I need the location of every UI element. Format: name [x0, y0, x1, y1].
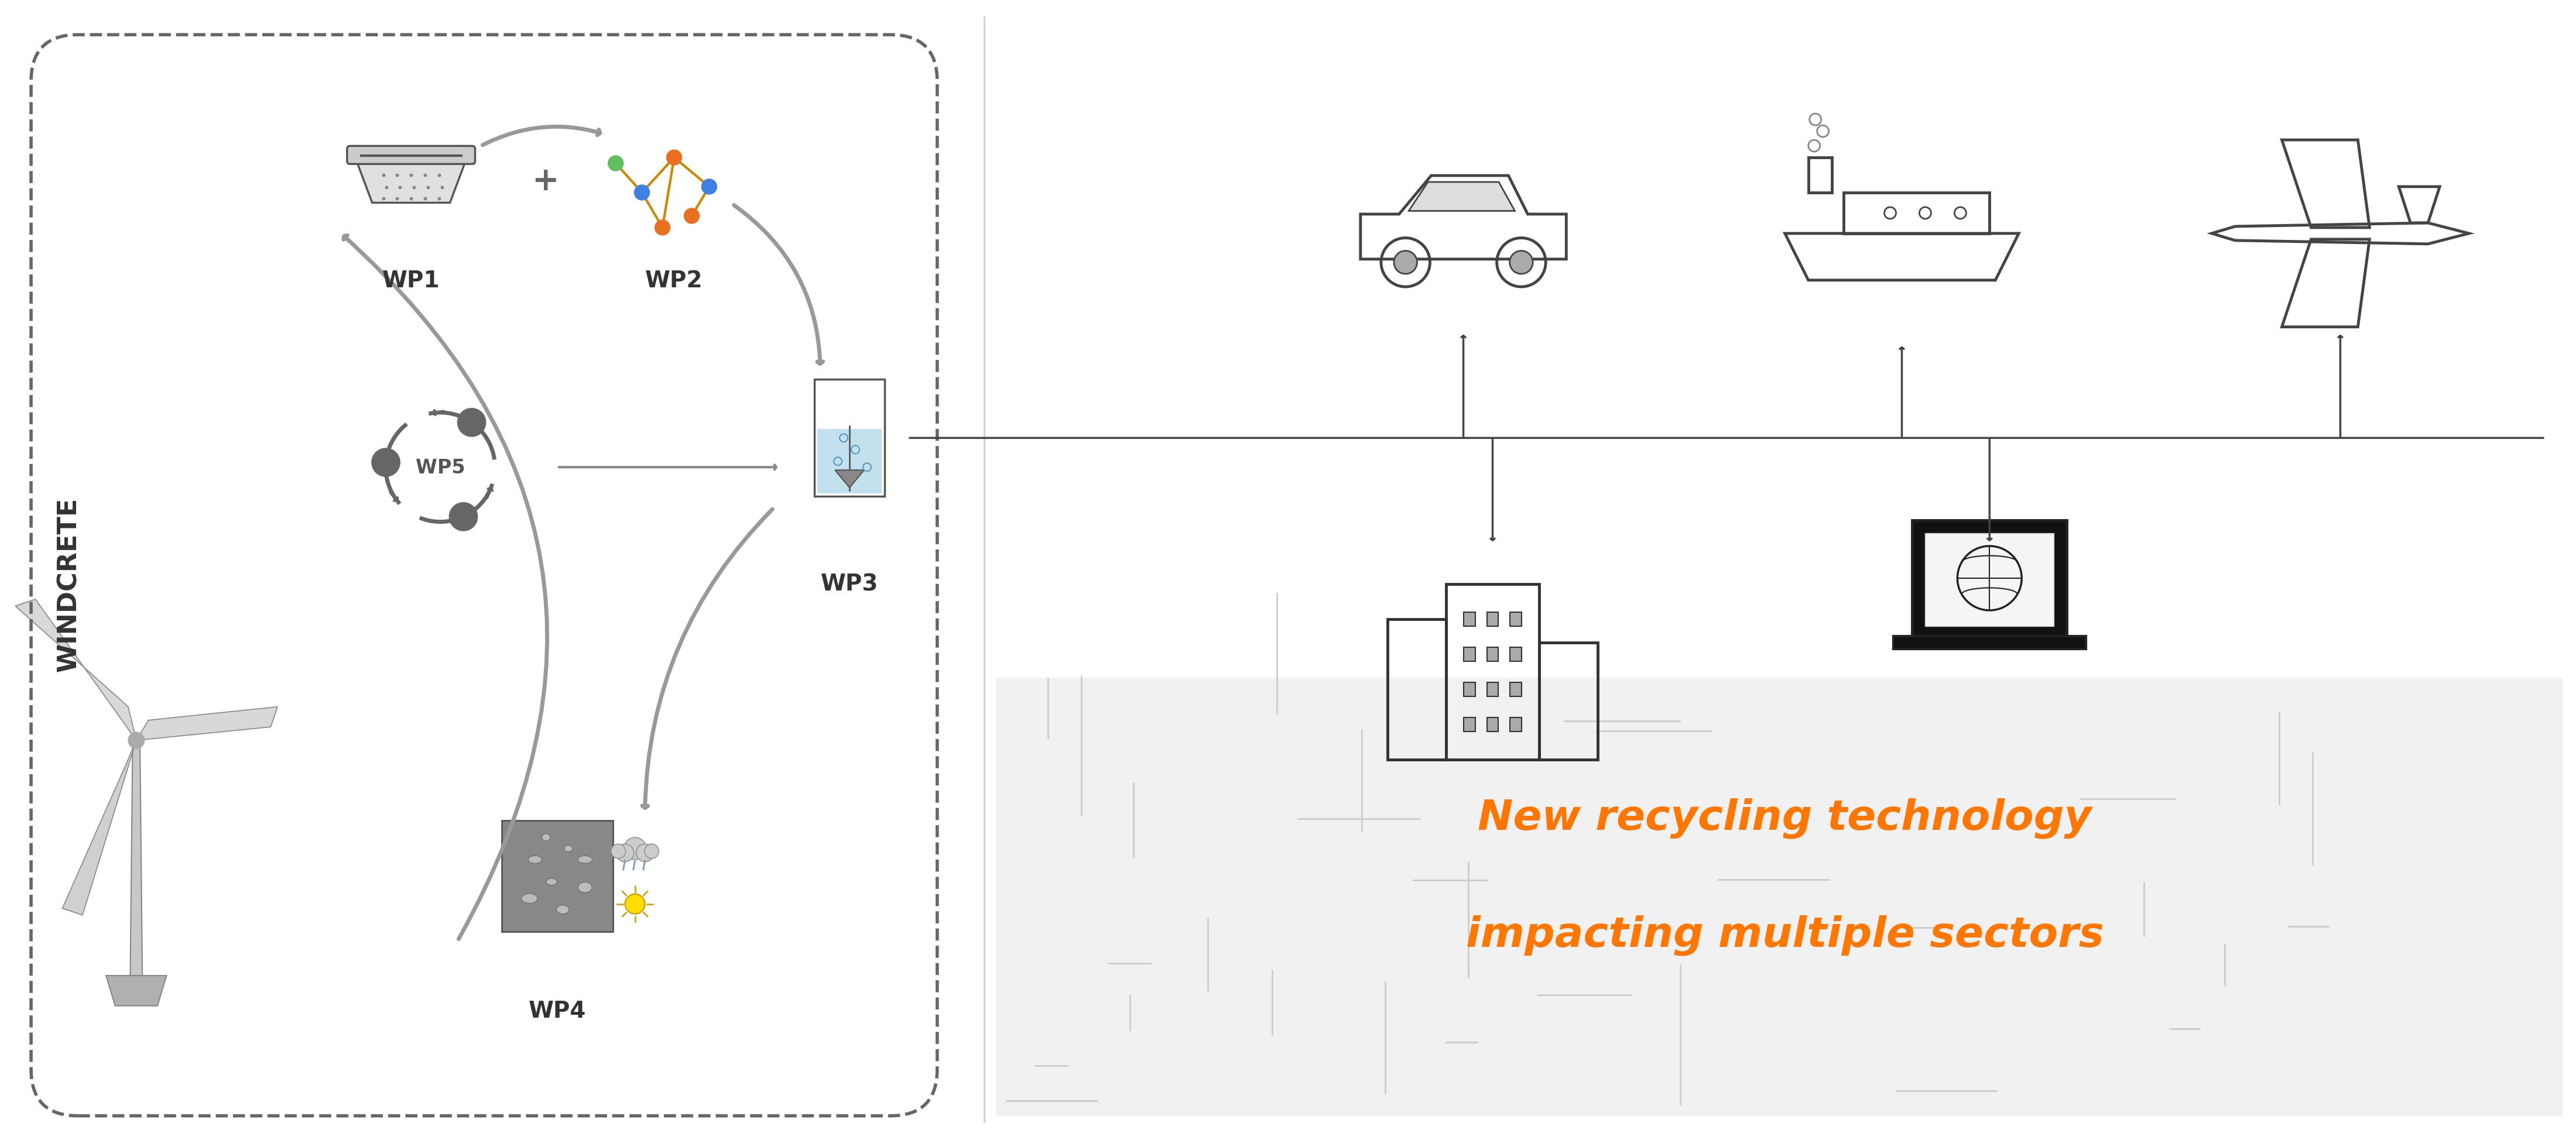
Circle shape [623, 838, 647, 860]
FancyBboxPatch shape [1486, 648, 1499, 661]
Polygon shape [1893, 636, 2087, 649]
FancyBboxPatch shape [1486, 612, 1499, 626]
Polygon shape [106, 976, 167, 1005]
Text: impacting multiple sectors: impacting multiple sectors [1466, 914, 2105, 955]
Ellipse shape [580, 884, 590, 891]
Text: WP5: WP5 [415, 458, 466, 478]
Polygon shape [835, 471, 863, 488]
FancyBboxPatch shape [814, 380, 884, 497]
FancyBboxPatch shape [1463, 683, 1476, 697]
Circle shape [459, 408, 487, 437]
Circle shape [685, 209, 698, 223]
FancyBboxPatch shape [997, 678, 2563, 1116]
Polygon shape [1911, 521, 2066, 636]
Text: WP4: WP4 [528, 1000, 585, 1021]
Circle shape [1510, 251, 1533, 275]
FancyBboxPatch shape [1486, 683, 1499, 697]
Circle shape [616, 844, 634, 862]
Text: WP1: WP1 [381, 269, 440, 292]
Circle shape [1394, 251, 1417, 275]
FancyBboxPatch shape [1463, 717, 1476, 732]
Polygon shape [131, 741, 142, 976]
FancyBboxPatch shape [1510, 683, 1522, 697]
Polygon shape [355, 158, 466, 203]
FancyBboxPatch shape [1510, 612, 1522, 626]
Text: WINDCRETE: WINDCRETE [57, 497, 82, 671]
Ellipse shape [541, 832, 551, 844]
FancyBboxPatch shape [1924, 534, 2053, 627]
FancyBboxPatch shape [817, 430, 881, 494]
Text: +: + [531, 165, 559, 197]
Text: New recycling technology: New recycling technology [1479, 798, 2092, 838]
FancyBboxPatch shape [1486, 717, 1499, 732]
Circle shape [636, 844, 654, 862]
Circle shape [611, 844, 626, 858]
Ellipse shape [556, 904, 569, 915]
FancyBboxPatch shape [1510, 717, 1522, 732]
FancyBboxPatch shape [502, 821, 613, 931]
Circle shape [448, 503, 477, 531]
Polygon shape [15, 600, 137, 741]
Polygon shape [62, 741, 137, 915]
FancyBboxPatch shape [1463, 612, 1476, 626]
Circle shape [626, 894, 644, 914]
FancyBboxPatch shape [348, 146, 474, 164]
Ellipse shape [526, 855, 544, 864]
Ellipse shape [580, 855, 590, 864]
Circle shape [634, 186, 649, 201]
Polygon shape [1409, 182, 1515, 211]
Circle shape [667, 150, 683, 165]
Text: WP2: WP2 [647, 269, 703, 292]
Circle shape [654, 220, 670, 236]
Circle shape [608, 156, 623, 171]
FancyBboxPatch shape [1463, 648, 1476, 661]
Circle shape [371, 449, 399, 477]
Circle shape [129, 733, 144, 749]
Polygon shape [137, 707, 278, 741]
Ellipse shape [544, 877, 559, 887]
Circle shape [701, 179, 716, 195]
FancyBboxPatch shape [1510, 648, 1522, 661]
Text: WP3: WP3 [822, 573, 878, 595]
Ellipse shape [559, 844, 577, 853]
Ellipse shape [523, 894, 536, 904]
Circle shape [644, 844, 659, 858]
